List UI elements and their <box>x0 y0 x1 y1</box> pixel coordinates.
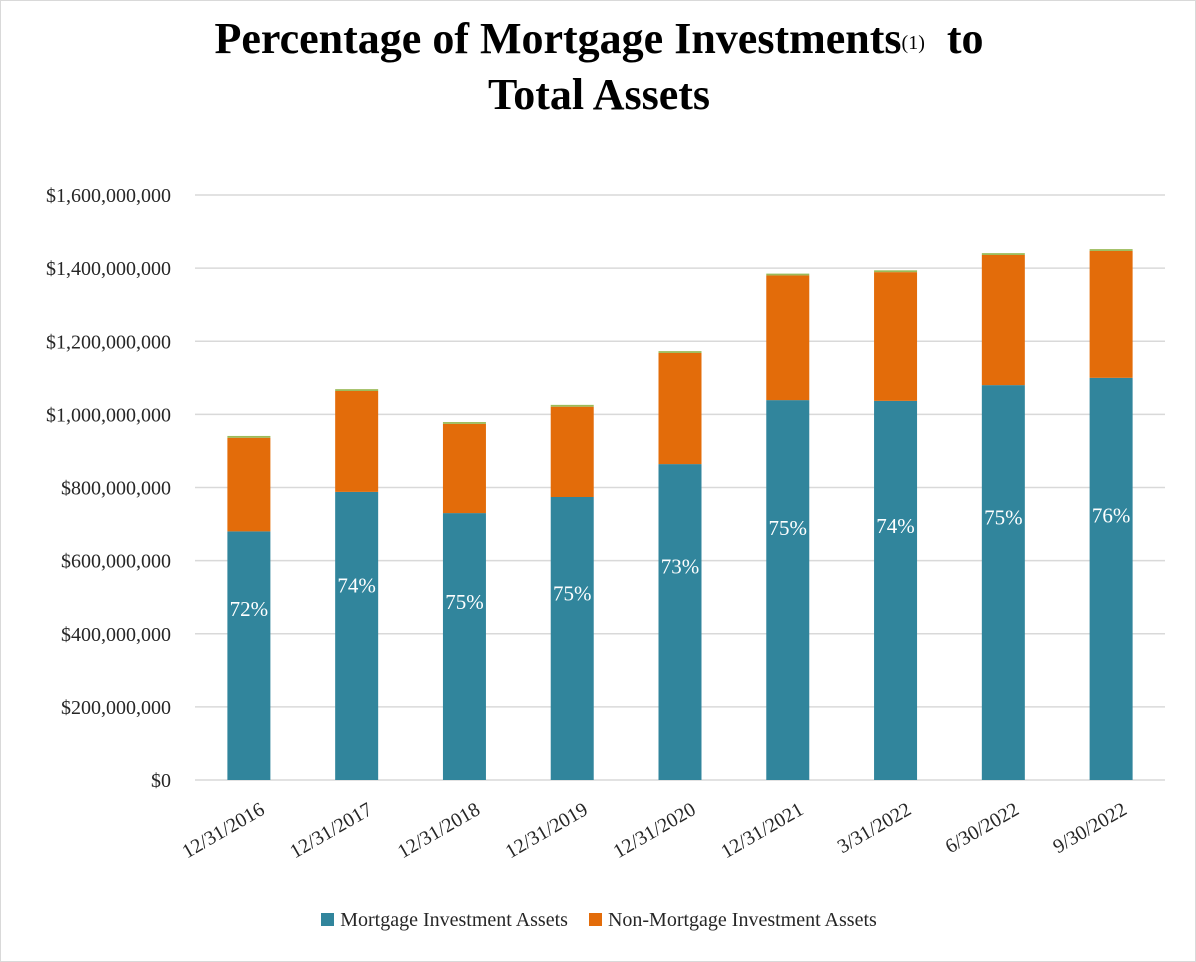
data-label: 76% <box>1092 504 1131 528</box>
bar-segment <box>227 531 271 780</box>
legend-label-non-mortgage: Non-Mortgage Investment Assets <box>607 909 877 931</box>
bar-segment <box>874 270 918 273</box>
bar-segment <box>874 400 918 780</box>
bar-segment <box>981 385 1025 780</box>
chart-title: Percentage of Mortgage Investments(1) to… <box>1 11 1195 123</box>
bar-segment <box>1089 377 1133 780</box>
x-tick-label: 12/31/2018 <box>394 798 484 863</box>
data-label: 75% <box>553 581 592 605</box>
y-tick-label: $1,400,000,000 <box>46 258 171 280</box>
bar-segment <box>981 254 1025 386</box>
bar-segment <box>227 435 271 438</box>
bar-segment <box>335 389 379 391</box>
data-label: 75% <box>984 506 1023 530</box>
x-tick-label: 12/31/2016 <box>178 798 268 863</box>
y-tick-label: $1,000,000,000 <box>46 404 171 426</box>
legend-swatch-mortgage <box>321 913 335 926</box>
bar-segment <box>442 423 486 514</box>
bar-segment <box>335 491 379 780</box>
bar-segment <box>550 497 594 780</box>
data-label: 75% <box>769 516 808 540</box>
y-tick-label: $200,000,000 <box>61 697 171 719</box>
x-tick-label: 6/30/2022 <box>942 798 1023 858</box>
data-label: 74% <box>876 514 915 538</box>
x-tick-label: 3/31/2022 <box>834 798 915 858</box>
y-tick-label: $800,000,000 <box>61 478 171 500</box>
bar-segment <box>550 406 594 498</box>
y-tick-label: $1,200,000,000 <box>46 331 171 353</box>
title-line2: Total Assets <box>487 70 711 119</box>
legend-label-mortgage: Mortgage Investment Assets <box>340 909 568 931</box>
bar-segment <box>766 400 810 780</box>
legend-swatch-non-mortgage <box>588 913 602 926</box>
bar-segment <box>550 404 594 407</box>
y-tick-label: $1,600,000,000 <box>46 185 171 207</box>
legend: Mortgage Investment Assets Non-Mortgage … <box>1 909 1195 932</box>
x-tick-label: 12/31/2019 <box>502 798 592 863</box>
y-tick-label: $0 <box>151 770 171 792</box>
legend-item-mortgage: Mortgage Investment Assets <box>321 909 568 932</box>
bar-segment <box>442 513 486 780</box>
title-footnote: (1) <box>901 32 925 54</box>
y-tick-label: $600,000,000 <box>61 551 171 573</box>
data-label: 73% <box>661 555 700 579</box>
bar-segment <box>658 352 702 465</box>
data-label: 74% <box>337 574 376 598</box>
bar-segment <box>766 273 810 276</box>
bar-segment <box>442 422 486 424</box>
legend-item-non-mortgage: Non-Mortgage Investment Assets <box>588 909 877 932</box>
bar-segment <box>658 464 702 780</box>
bar-segment <box>981 253 1025 255</box>
bar-segment <box>658 351 702 353</box>
title-suffix: to <box>946 14 984 63</box>
bar-segment <box>1089 249 1133 251</box>
bar-segment <box>766 275 810 401</box>
bar-segment <box>1089 250 1133 378</box>
x-tick-label: 12/31/2021 <box>717 798 807 863</box>
bar-segment <box>227 437 271 532</box>
x-tick-label: 12/31/2020 <box>610 798 700 863</box>
data-label: 75% <box>445 590 484 614</box>
data-label: 72% <box>230 597 269 621</box>
bar-segment <box>874 272 918 401</box>
x-tick-label: 9/30/2022 <box>1049 798 1130 858</box>
title-text: Percentage of Mortgage Investments <box>214 14 902 63</box>
x-tick-label: 12/31/2017 <box>286 798 376 863</box>
y-tick-label: $400,000,000 <box>61 624 171 646</box>
bar-segment <box>335 390 379 492</box>
